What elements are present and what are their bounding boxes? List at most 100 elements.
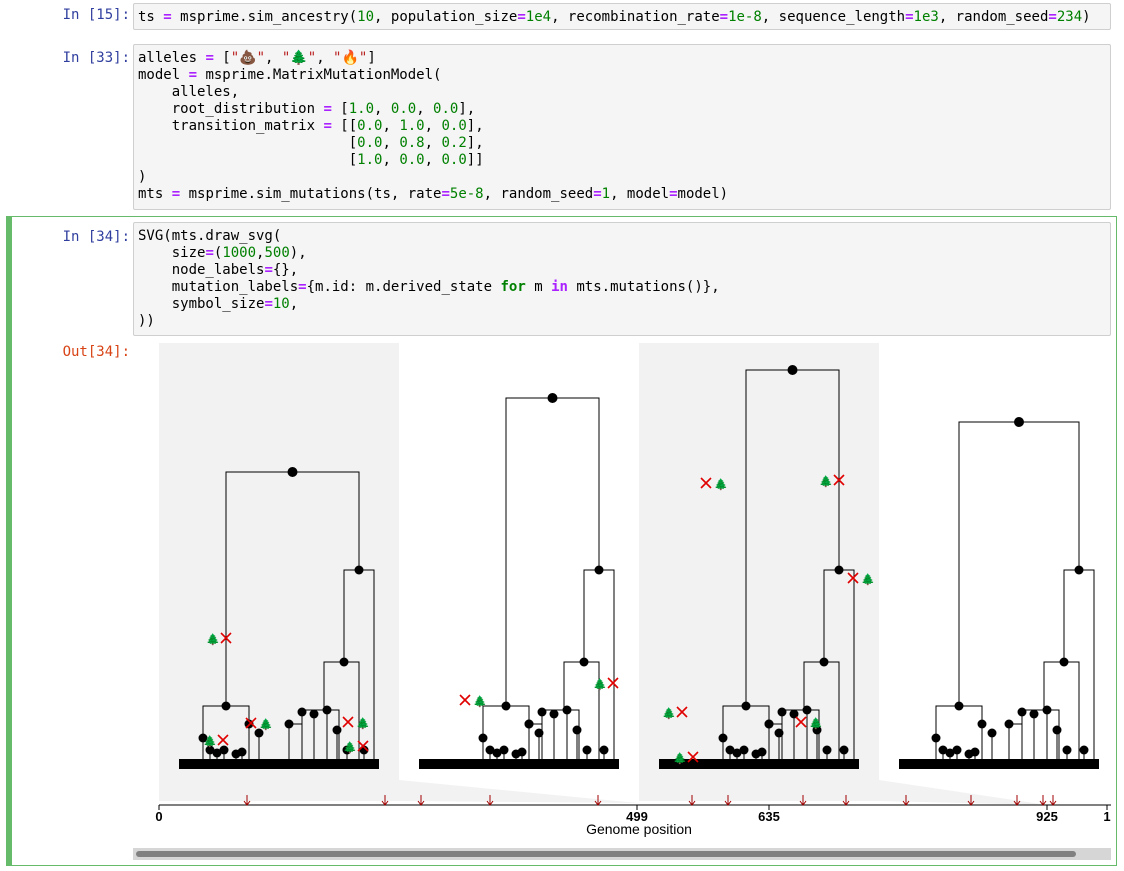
mutation-marker: 🌲 [342, 716, 370, 730]
mutation-marker: 🌲 [459, 694, 487, 708]
horizontal-scrollbar[interactable] [133, 848, 1111, 860]
node [839, 745, 849, 755]
output-prompt: Out[34]: [62, 344, 130, 360]
node [221, 701, 231, 711]
node [599, 745, 609, 755]
node [219, 745, 229, 755]
node [1017, 707, 1027, 717]
code-input[interactable]: ts = msprime.sim_ancestry(10, population… [133, 3, 1111, 30]
node [342, 745, 352, 755]
mutation-cross [847, 572, 859, 584]
node [952, 745, 962, 755]
tree-4 [899, 417, 1099, 769]
node [579, 657, 589, 667]
mutation-cross [687, 751, 699, 763]
mutation-label: 🌲 [809, 717, 823, 730]
mutation-marker: 🌲 [245, 717, 273, 731]
site-tick [486, 795, 494, 806]
node [354, 565, 364, 575]
node [309, 709, 319, 719]
node [485, 745, 495, 755]
node [954, 701, 964, 711]
node [284, 719, 294, 729]
site-tick [688, 795, 696, 806]
mutation-marker: 🌲 [343, 740, 369, 754]
node [322, 705, 332, 715]
node [1062, 745, 1072, 755]
node [977, 719, 987, 729]
mutation-label: 🌲 [593, 678, 607, 691]
site-tick [1049, 795, 1057, 806]
tree-layer: 🌲 🌲 🌲 🌲 🌲 🌲 🌲 🌲 🌲 🌲 🌲 🌲 🌲 [159, 343, 1099, 805]
node [332, 725, 342, 735]
node [732, 748, 742, 758]
tree-3-projection [879, 780, 1047, 805]
node [198, 733, 208, 743]
node [1042, 705, 1052, 715]
node [478, 733, 488, 743]
selected-cell-border [6, 216, 1117, 866]
node [725, 745, 735, 755]
node [499, 745, 509, 755]
mutation-marker: 🌲 [795, 716, 823, 730]
code-input[interactable]: SVG(mts.draw_svg( size=(1000,500), node_… [133, 222, 1111, 336]
node [741, 701, 751, 711]
mutation-label: 🌲 [473, 695, 487, 708]
axis-tick-end: 1 [1103, 809, 1110, 824]
node [205, 745, 215, 755]
site-tick [417, 795, 425, 806]
mutation-cross [220, 632, 232, 644]
node [212, 748, 222, 758]
root-node [547, 393, 558, 403]
site-tick [724, 795, 732, 806]
tree-sequence-output: 🌲 🌲 🌲 🌲 🌲 🌲 🌲 🌲 🌲 🌲 🌲 🌲 🌲 0 499 635 925 1 Genome pos… [155, 343, 1111, 837]
mutation-cross [607, 677, 619, 689]
root-node [287, 467, 298, 477]
genome-axis: 0 499 635 925 1 Genome position [155, 795, 1111, 837]
tree-2 [419, 393, 619, 769]
root-node [787, 365, 798, 375]
node [822, 745, 832, 755]
node [237, 747, 247, 757]
input-prompt: In [15]: [62, 7, 130, 23]
axis-tick-499: 499 [626, 809, 648, 824]
node [718, 733, 728, 743]
site-tick [799, 795, 807, 806]
node [524, 719, 534, 729]
mutation-label: 🌲 [819, 475, 833, 488]
node [517, 747, 527, 757]
mutation-marker: 🌲 [700, 477, 728, 491]
site-tick [902, 795, 910, 806]
node [757, 747, 767, 757]
branch [482, 705, 530, 738]
mutation-marker: 🌲 [203, 734, 229, 748]
node [970, 747, 980, 757]
node [834, 565, 844, 575]
mutation-cross [795, 716, 807, 728]
mutation-cross [459, 694, 471, 706]
node [534, 728, 544, 738]
node [501, 701, 511, 711]
node [764, 719, 774, 729]
tree-1-projection [399, 780, 637, 803]
site-tick [243, 795, 251, 806]
mutation-cross [833, 474, 845, 486]
mutation-cross [342, 716, 354, 728]
axis-tick-635: 635 [758, 809, 780, 824]
node [739, 745, 749, 755]
sample-nodes-bar [419, 759, 619, 769]
mutation-marker: 🌲 [819, 474, 845, 488]
scrollbar-thumb[interactable] [136, 851, 1076, 857]
sample-nodes-bar [899, 759, 1099, 769]
mutation-label: 🌲 [662, 707, 676, 720]
node [812, 725, 822, 735]
branch [1008, 723, 1022, 759]
node [492, 748, 502, 758]
node [938, 745, 948, 755]
mutation-label: 🌲 [259, 718, 273, 731]
code-input[interactable]: alleles = ["💩", "🌲", "🔥"] model = msprim… [133, 44, 1111, 210]
node [987, 728, 997, 738]
node [549, 709, 559, 719]
mutation-marker: 🌲 [662, 706, 688, 720]
node [1059, 657, 1069, 667]
